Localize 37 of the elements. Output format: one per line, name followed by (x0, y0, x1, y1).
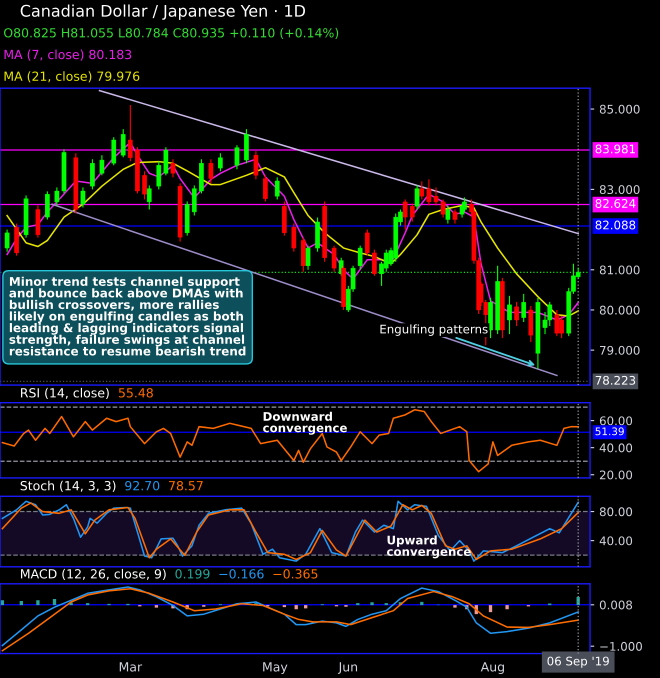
y-tick-label: 80.00 (600, 507, 632, 516)
ref-line-label: 83.981 (596, 144, 635, 154)
text: MA (21, close) 79.976 (4, 71, 140, 82)
chart-title: MACD (12, 26, close, 9) (21, 568, 166, 580)
text: −0.365 (274, 569, 318, 579)
ref-line-label: 82.088 (596, 220, 636, 230)
y-tick-label: 40.00 (600, 443, 632, 452)
y-tick-label: 85.000 (600, 104, 640, 114)
y-tick-label: 60.00 (600, 416, 632, 426)
y-tick-label: 40.00 (600, 536, 632, 546)
y-tick-label: 20.00 (600, 470, 632, 480)
ref-line-label: 82.624 (596, 199, 636, 208)
ref-line-label: 06 Sep '19 (547, 656, 609, 668)
y-tick-label: −1.000 (600, 642, 642, 651)
annotation: Minor trend tests channel support and bounce back above DMAs with bullish crossovers, more rallies likely on engulfing candles as both leading & lagging indicators signal strength, failure swings at channel resistance to resume bearish trend (9, 276, 246, 356)
chart-title: RSI (14, close) (21, 388, 109, 400)
chart-title: Canadian Dollar / Japanese Yen · 1D (20, 4, 305, 20)
series-label: 55.48 (118, 388, 153, 398)
y-tick-label: 83.000 (600, 185, 640, 194)
series-label: 92.70 (125, 480, 160, 490)
text: 0.199 (175, 569, 210, 579)
y-tick-label: 79.000 (600, 346, 640, 355)
chart-subtitle: O80.825 H81.055 L80.784 C80.935 +0.110 (+0.14%) (4, 28, 338, 39)
x-tick-label: Aug (480, 662, 504, 674)
chart-title: Stoch (14, 3, 3) (20, 480, 116, 492)
x-tick-label: Jun (338, 662, 358, 674)
text: MA (7, close) 80.183 (4, 50, 132, 61)
y-tick-label: 0.008 (600, 600, 632, 610)
y-tick-label: 81.000 (600, 266, 640, 274)
ref-line-label: 78.223 (596, 376, 636, 385)
x-tick-label: Mar (120, 662, 142, 672)
annotation: Engulfing patterns (380, 324, 488, 336)
text: 78.57 (169, 480, 203, 490)
ref-line-label: 51.39 (596, 427, 624, 436)
x-tick-label: May (263, 662, 288, 674)
series-label: −0.166 (219, 569, 264, 579)
y-tick-label: 80.000 (600, 306, 640, 315)
